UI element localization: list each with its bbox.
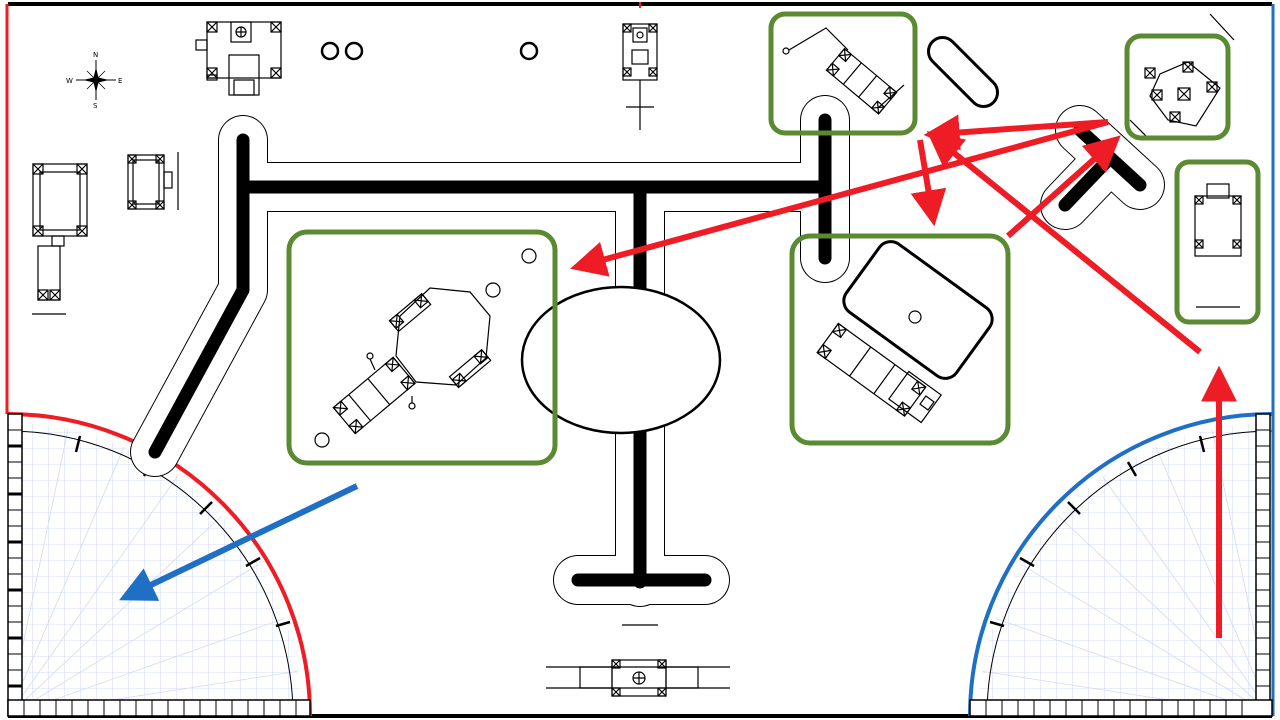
highlight-box-central-model — [286, 229, 558, 466]
highlight-box-top-right-model-2 — [1124, 33, 1231, 141]
top-right-model-1-drawing — [782, 27, 905, 115]
compass-west-label: W — [66, 77, 73, 85]
arrow-return-home — [119, 483, 359, 601]
compass-east-label: E — [118, 77, 122, 85]
arrow-to-central-model — [570, 119, 1109, 277]
center-circle — [520, 285, 722, 435]
highlight-box-right-model — [789, 233, 1011, 446]
top-circles — [320, 41, 539, 61]
highlight-box-right-edge-model — [1174, 159, 1261, 325]
route-arrows — [119, 114, 1237, 638]
top-right-model-2-drawing — [1129, 13, 1235, 137]
model-top-left — [195, 21, 282, 96]
compass-south-label: S — [93, 102, 98, 110]
model-left-2 — [127, 152, 179, 210]
arrow-to-top-right-model-2 — [1006, 135, 1121, 239]
compass-north-label: N — [93, 51, 98, 59]
model-left-1 — [32, 163, 88, 315]
red-home-area — [7, 412, 312, 717]
model-bottom-center — [546, 624, 730, 697]
compass-icon: N S E W — [66, 51, 122, 110]
right-model-drawing — [816, 240, 994, 424]
right-edge-model-drawing — [1194, 183, 1242, 308]
arrow-back-to-top-right-model-1 — [923, 114, 1109, 151]
blue-home-area — [968, 412, 1275, 717]
arrow-down-to-right-model — [910, 139, 947, 227]
model-top-center — [622, 23, 658, 130]
highlight-box-top-right-model-1 — [768, 11, 918, 136]
central-model-drawing — [314, 248, 537, 448]
pill-obstacle — [926, 35, 1000, 109]
arrow-to-top-right-model-1 — [926, 130, 1202, 355]
highlight-boxes — [286, 11, 1261, 466]
